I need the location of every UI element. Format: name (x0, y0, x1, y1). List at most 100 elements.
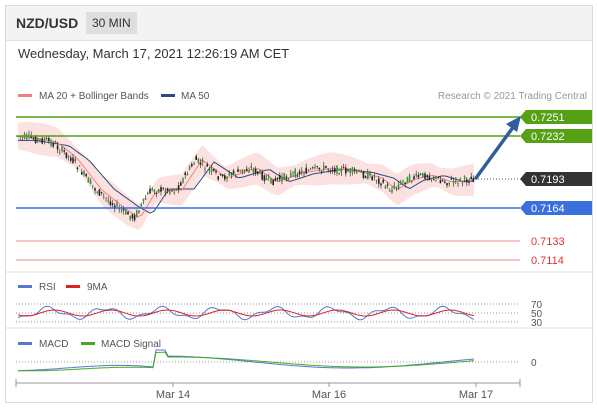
candle-body (312, 167, 314, 169)
price-tag-pivot (520, 201, 592, 215)
candle-body (320, 171, 323, 173)
candle-body (182, 178, 184, 183)
candle-body (61, 146, 63, 152)
legend-9ma-label: 9MA (87, 282, 108, 293)
x-axis: Mar 14 Mar 16 Mar 17 (15, 379, 521, 401)
candle-body (43, 140, 46, 142)
candle-body (138, 210, 140, 213)
candle-body (169, 190, 171, 194)
candle-body (422, 172, 424, 177)
candle-body (155, 193, 158, 194)
macd-tick-0: 0 (531, 358, 537, 369)
candle-body (186, 173, 189, 176)
candle-body (353, 168, 356, 171)
candle-body (393, 185, 395, 189)
candle-body (83, 171, 85, 175)
candle-body (408, 175, 411, 182)
candle-body (340, 168, 343, 173)
legend-macd-label: MACD (39, 339, 68, 350)
candle-body (140, 204, 142, 207)
x-label-mar14: Mar 14 (156, 389, 190, 401)
candle-body (235, 174, 237, 176)
candle-body (125, 210, 127, 215)
candle-body (303, 173, 305, 175)
rsi-panel: RSI 9MA 70 50 30 (16, 282, 543, 329)
candle-body (248, 171, 250, 173)
price-label-s2: 0.7114 (531, 255, 564, 267)
candle-body (100, 191, 103, 193)
timeframe-badge[interactable]: 30 MIN (86, 12, 137, 34)
candle-body (279, 175, 281, 180)
x-label-mar16: Mar 16 (312, 389, 346, 401)
candle-body (228, 173, 230, 175)
candle-body (426, 175, 428, 178)
candle-body (136, 210, 138, 217)
candle-body (21, 136, 24, 138)
candle-body (391, 189, 393, 193)
candle-body (290, 173, 292, 177)
candle-body (26, 134, 28, 139)
candle-body (378, 178, 380, 184)
candle-body (37, 138, 39, 140)
candle-body (67, 155, 70, 157)
candle-body (325, 165, 327, 168)
candle-body (452, 181, 455, 184)
candle-body (56, 145, 59, 150)
candle-body (122, 208, 125, 211)
candle-body (435, 176, 437, 179)
candle-body (347, 170, 349, 172)
candle-body (455, 177, 457, 181)
candle-body (151, 188, 153, 191)
candle-body (131, 214, 134, 219)
candle-body (384, 186, 387, 189)
candle-body (329, 170, 332, 172)
candle-body (202, 160, 204, 163)
candle-body (232, 170, 235, 174)
candle-body (318, 167, 321, 170)
levels (16, 116, 520, 261)
candle-body (252, 168, 255, 173)
candle-body (87, 177, 90, 183)
candle-body (162, 188, 164, 190)
candle-body (362, 172, 365, 178)
candle-body (219, 174, 222, 176)
macd-panel: MACD MACD Signal 0 (16, 339, 537, 372)
candle-body (261, 171, 263, 180)
candle-body (164, 190, 167, 194)
candle-body (166, 188, 169, 191)
ma50-line (18, 139, 475, 214)
candle-body (457, 183, 459, 185)
legend-swatch-rsi (18, 285, 32, 288)
candle-body (268, 176, 270, 178)
candle-body (59, 151, 61, 153)
candle-body (193, 163, 195, 165)
candle-body (224, 175, 226, 180)
candle-body (296, 175, 299, 177)
candle-body (287, 178, 290, 180)
candle-body (243, 169, 246, 171)
candle-body (367, 172, 369, 180)
candle-body (48, 137, 50, 141)
x-label-mar17: Mar 17 (459, 389, 493, 401)
rsi-9ma-line (17, 309, 475, 317)
rsi-line (17, 305, 475, 321)
price-label-pivot: 0.7164 (531, 203, 565, 215)
candle-body (195, 156, 197, 161)
legend-swatch-ma50 (161, 94, 175, 97)
candle-body (294, 169, 296, 177)
candle-body (345, 167, 347, 174)
candle-body (114, 205, 116, 209)
candle-body (424, 173, 426, 179)
candle-body (217, 176, 219, 180)
candle-body (213, 168, 215, 171)
legend-swatch-macd (18, 342, 32, 345)
candle-body (375, 180, 378, 181)
candle-body (364, 176, 367, 178)
candle-body (461, 181, 464, 184)
candle-body (76, 167, 79, 170)
candle-body (41, 138, 43, 144)
candle-body (177, 185, 180, 190)
candle-body (45, 138, 48, 140)
candle-body (239, 169, 241, 171)
candle-body (175, 188, 178, 191)
